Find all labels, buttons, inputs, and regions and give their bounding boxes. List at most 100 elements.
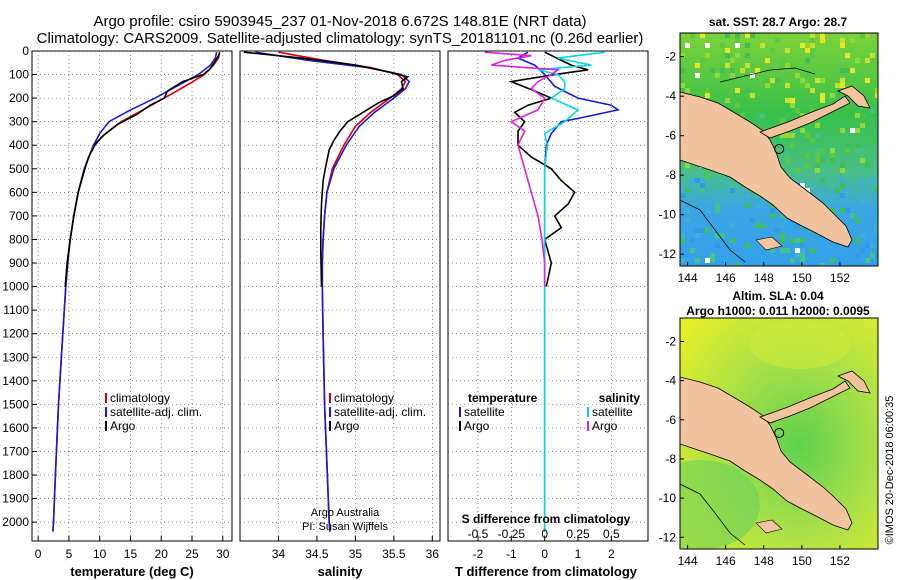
- sst-pixel: [680, 233, 685, 238]
- sst-pixel: [700, 58, 705, 63]
- legend-label: Argo: [110, 419, 136, 433]
- sst-pixel: [700, 188, 705, 193]
- map-x-tick-label: 144: [678, 554, 698, 568]
- sst-pixel: [770, 213, 775, 218]
- sst-pixel: [870, 138, 875, 143]
- sst-pixel: [735, 88, 740, 93]
- sst-map-title: sat. SST: 28.7 Argo: 28.7: [709, 15, 848, 29]
- sst-pixel: [855, 253, 860, 258]
- title-line-2: Climatology: CARS2009. Satellite-adjuste…: [37, 30, 644, 47]
- y-tick-label: 700: [9, 209, 29, 223]
- sst-pixel: [855, 58, 860, 63]
- sst-pixel: [805, 133, 810, 138]
- sst-pixel: [795, 223, 800, 228]
- sst-pixel: [725, 48, 730, 53]
- s-difference-label: S difference from climatology: [462, 512, 631, 526]
- sst-pixel: [840, 178, 845, 183]
- sst-pixel: [735, 38, 740, 43]
- sst-pixel: [845, 208, 850, 213]
- sst-pixel: [830, 93, 835, 98]
- sla-map-panel: Altim. SLA: 0.04 Argo h1000: 0.011 h2000…: [659, 289, 879, 568]
- sst-pixel: [710, 258, 715, 263]
- sst-pixel: [690, 203, 695, 208]
- sst-pixel: [730, 58, 735, 63]
- sst-pixel: [755, 223, 760, 228]
- legend-label: climatology: [334, 391, 394, 405]
- sst-pixel: [785, 83, 790, 88]
- sst-pixel: [865, 243, 870, 248]
- sst-pixel: [820, 98, 825, 103]
- sst-pixel: [700, 228, 705, 233]
- difference-legend: temperaturesatelliteArgosalinitysatellit…: [459, 391, 641, 433]
- legend-label: salinity: [599, 391, 641, 405]
- sst-pixel: [790, 238, 795, 243]
- sst-pixel: [785, 113, 790, 118]
- sst-pixel: [785, 153, 790, 158]
- new-guinea-land-2: [680, 376, 853, 531]
- sst-pixel: [815, 78, 820, 83]
- sst-pixel: [715, 243, 720, 248]
- sst-pixel: [865, 168, 870, 173]
- sst-pixel: [680, 258, 685, 263]
- sst-pixel: [795, 253, 800, 258]
- sst-pixel: [775, 228, 780, 233]
- y-tick-label: 1200: [2, 327, 29, 341]
- legend-label: satellite: [592, 405, 633, 419]
- sst-pixel: [805, 153, 810, 158]
- sst-pixel: [815, 148, 820, 153]
- sst-pixel: [810, 108, 815, 113]
- sst-pixel: [855, 218, 860, 223]
- sst-pixel: [720, 233, 725, 238]
- y-tick-label: 1800: [2, 468, 29, 482]
- credit-line-1: Argo Australia: [311, 507, 380, 519]
- series-line-climatology: [278, 51, 407, 532]
- sst-pixel: [760, 43, 765, 48]
- y-tick-label: 1300: [2, 350, 29, 364]
- sst-pixel: [755, 123, 760, 128]
- sst-pixel: [695, 63, 700, 68]
- sst-pixel: [865, 33, 870, 38]
- s-diff-tick-label: -0.25: [498, 527, 526, 541]
- sst-pixel: [865, 258, 870, 263]
- y-tick-label: 600: [9, 185, 29, 199]
- sst-pixel: [870, 58, 875, 63]
- sst-pixel: [825, 203, 830, 208]
- sst-pixel: [690, 183, 695, 188]
- sst-pixel: [815, 123, 820, 128]
- sst-pixel: [845, 83, 850, 88]
- sst-pixel: [870, 253, 875, 258]
- sst-pixel: [730, 188, 735, 193]
- sst-pixel: [775, 148, 780, 153]
- sst-pixel: [855, 113, 860, 118]
- sst-pixel: [870, 178, 875, 183]
- sst-pixel: [790, 133, 795, 138]
- sst-pixel: [755, 203, 760, 208]
- cape-york-land-2: [755, 519, 783, 534]
- sst-pixel: [800, 43, 805, 48]
- sst-pixel: [745, 63, 750, 68]
- sla-low-patch: [680, 460, 760, 549]
- sla-float-marker: [774, 427, 785, 438]
- sst-pixel: [790, 63, 795, 68]
- sst-pixel: [705, 88, 710, 93]
- map-y-tick-label: -12: [659, 530, 677, 544]
- sst-pixel: [780, 238, 785, 243]
- sst-pixel: [685, 43, 690, 48]
- sst-pixel: [810, 33, 815, 38]
- salinity-axes-frame: [239, 50, 441, 542]
- sst-pixel: [855, 148, 860, 153]
- sst-pixel: [815, 168, 820, 173]
- sst-pixel: [815, 133, 820, 138]
- sst-pixel: [795, 73, 800, 78]
- sst-pixel: [860, 183, 865, 188]
- sst-pixel: [745, 53, 750, 58]
- sst-pixel: [745, 193, 750, 198]
- sla-contour-line: [680, 483, 746, 546]
- sst-pixel: [705, 228, 710, 233]
- sst-pixel: [735, 33, 740, 38]
- sst-pixel: [800, 83, 805, 88]
- sst-pixel: [785, 63, 790, 68]
- x-tick-label: 10: [93, 547, 107, 561]
- sst-pixel: [865, 58, 870, 63]
